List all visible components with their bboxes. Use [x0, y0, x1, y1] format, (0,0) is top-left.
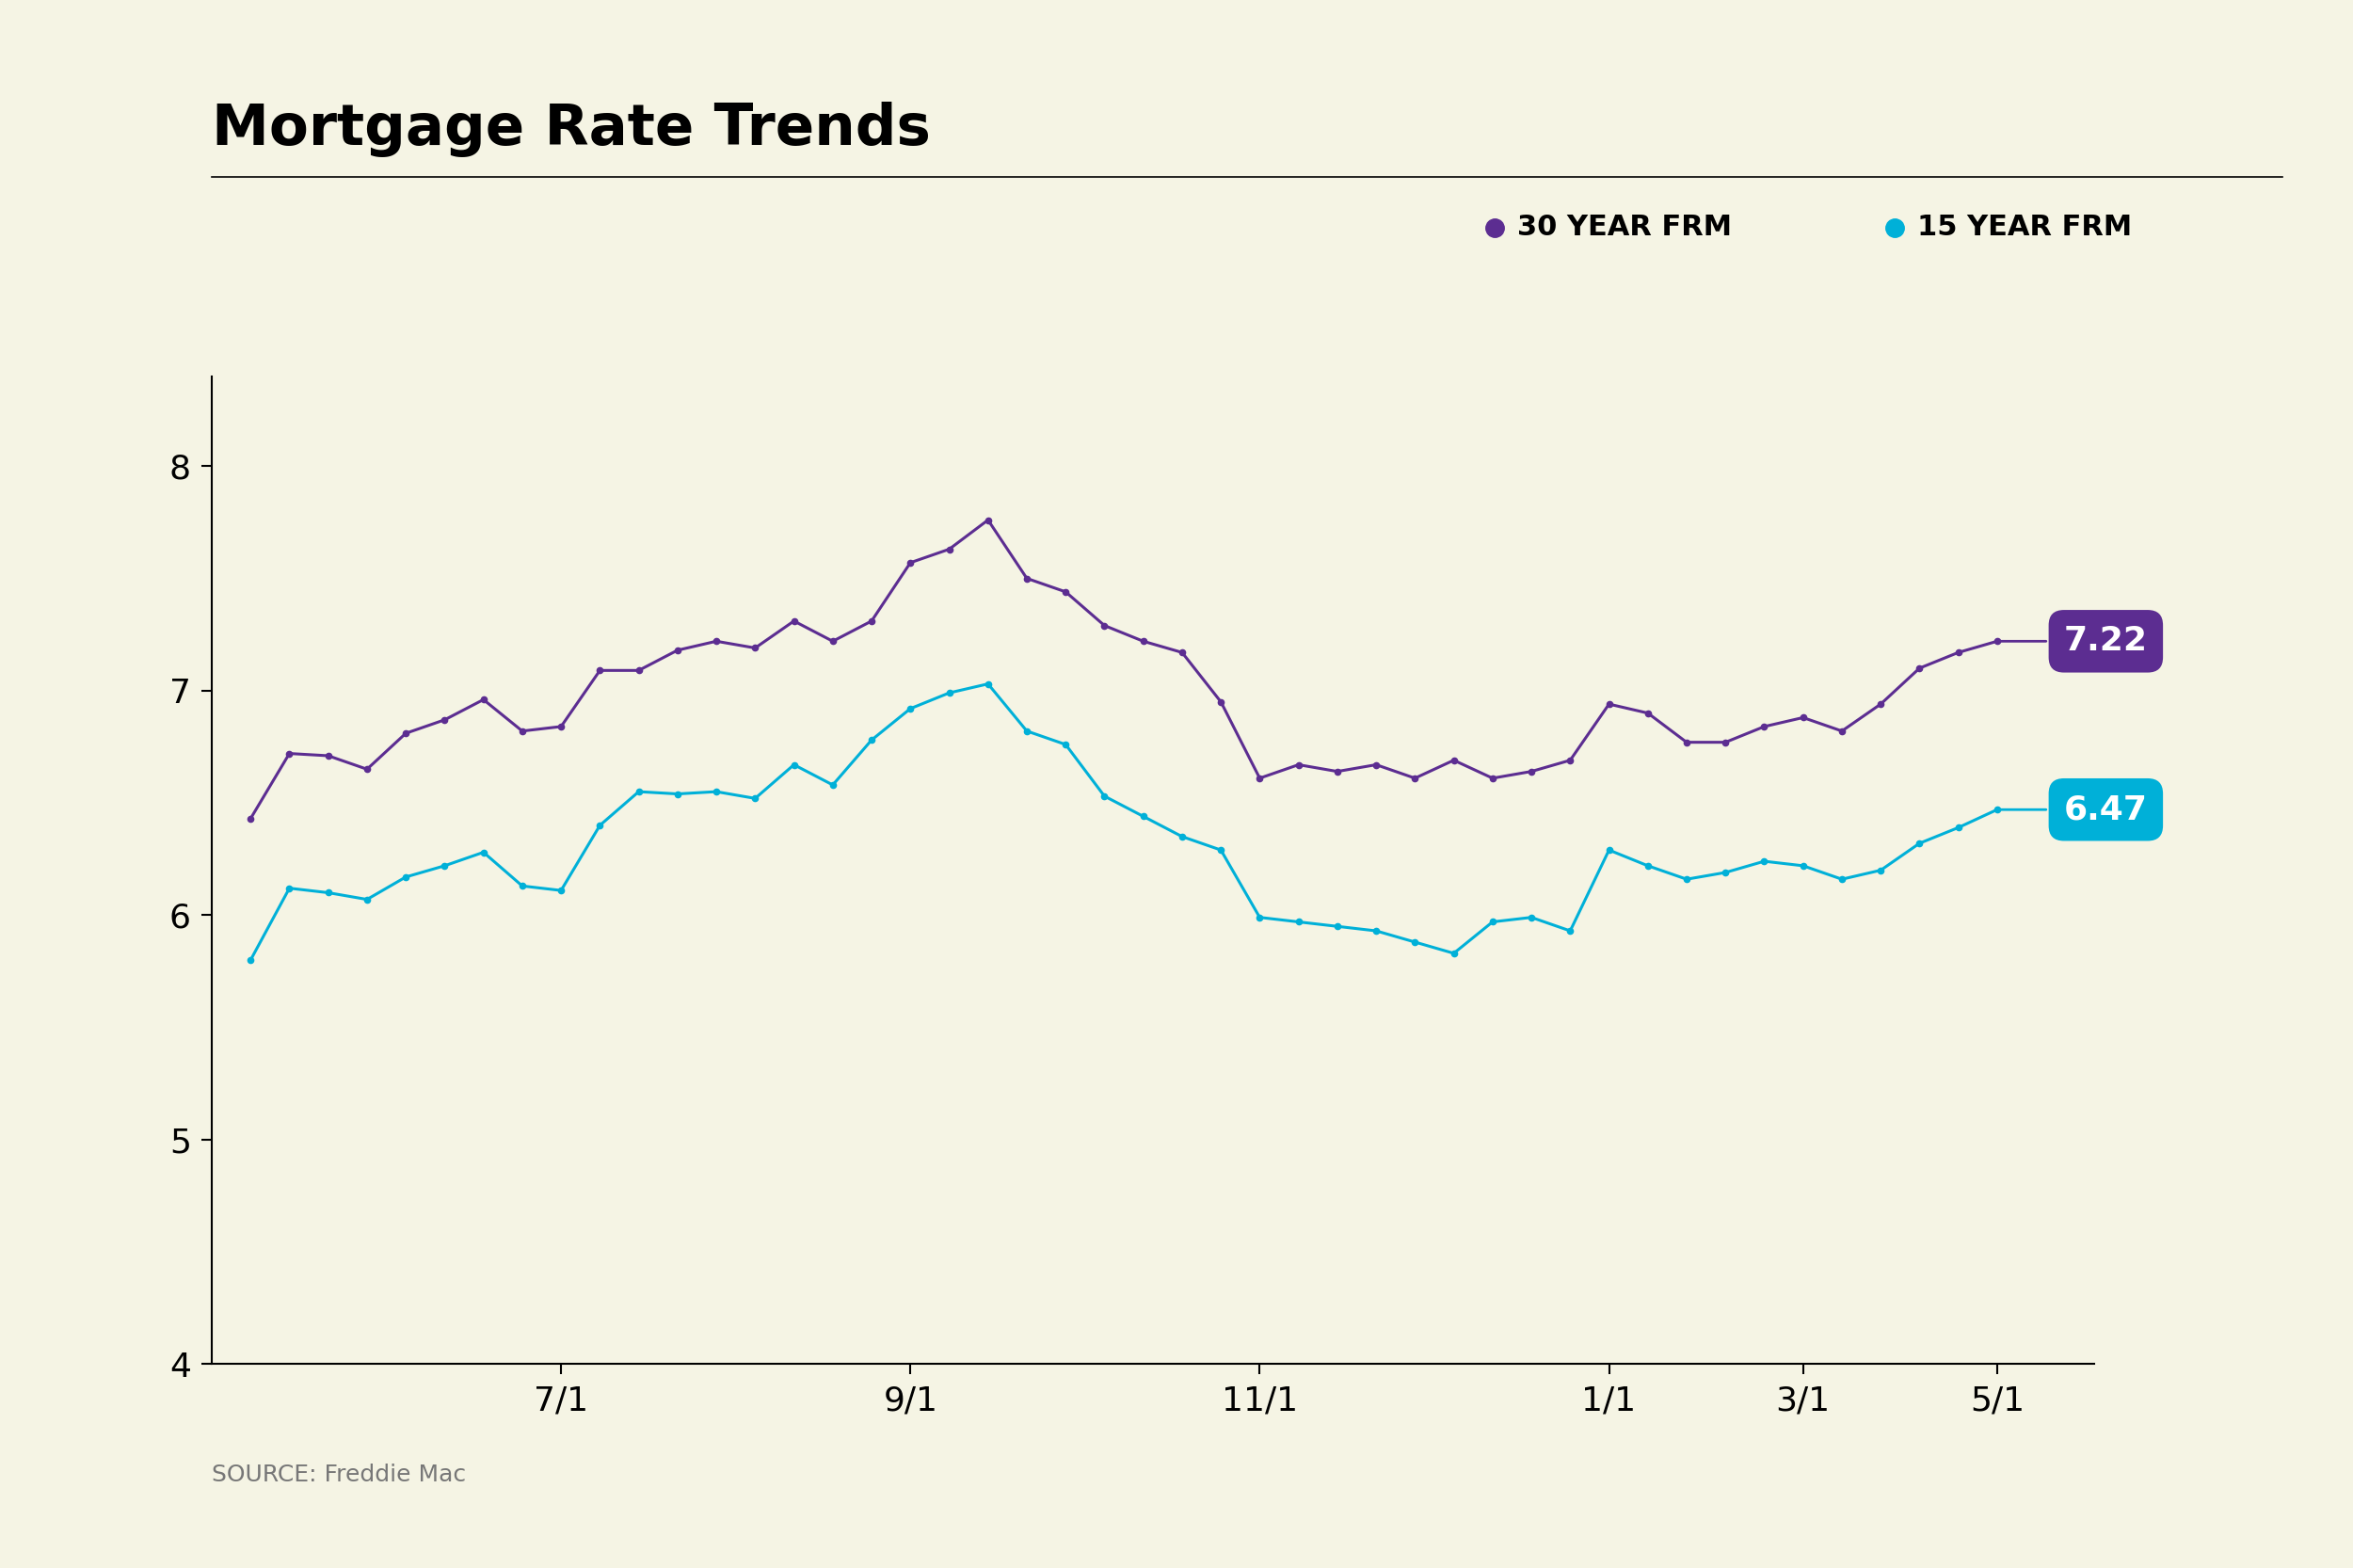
Text: 15 YEAR FRM: 15 YEAR FRM: [1918, 213, 2132, 241]
Text: 6.47: 6.47: [2000, 793, 2148, 826]
Text: SOURCE: Freddie Mac: SOURCE: Freddie Mac: [212, 1465, 466, 1486]
Text: Mortgage Rate Trends: Mortgage Rate Trends: [212, 102, 932, 157]
Text: 30 YEAR FRM: 30 YEAR FRM: [1518, 213, 1732, 241]
Text: 7.22: 7.22: [2000, 626, 2148, 657]
